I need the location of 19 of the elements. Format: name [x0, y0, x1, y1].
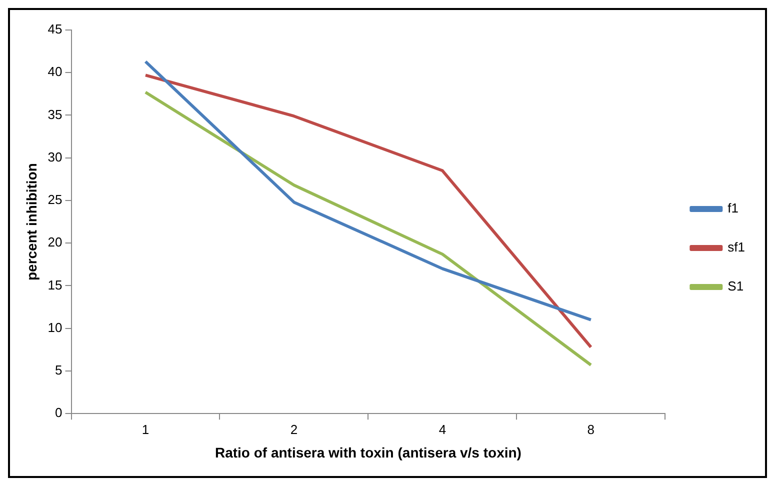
legend-label: S1	[728, 278, 744, 294]
x-tick-label: 4	[438, 422, 446, 437]
x-tick-label: 8	[587, 422, 595, 437]
x-tick-label: 2	[290, 422, 298, 437]
y-tick-label: 5	[55, 362, 62, 378]
legend-label: f1	[728, 200, 738, 216]
y-tick-label: 20	[48, 234, 62, 250]
y-tick-label: 45	[48, 22, 62, 37]
x-axis-title: Ratio of antisera with toxin (antisera v/s toxin)	[214, 444, 522, 460]
y-tick-label: 35	[48, 106, 62, 122]
legend-label: sf1	[728, 240, 745, 255]
y-tick-label: 25	[48, 192, 62, 208]
y-axis-title: percent inhibition	[23, 163, 40, 281]
y-tick-label: 30	[48, 149, 62, 164]
y-tick-label: 15	[48, 277, 62, 292]
y-tick-label: 40	[48, 64, 62, 80]
y-tick-label: 0	[55, 405, 62, 420]
x-tick-label: 1	[142, 422, 150, 437]
y-tick-label: 10	[48, 320, 62, 335]
